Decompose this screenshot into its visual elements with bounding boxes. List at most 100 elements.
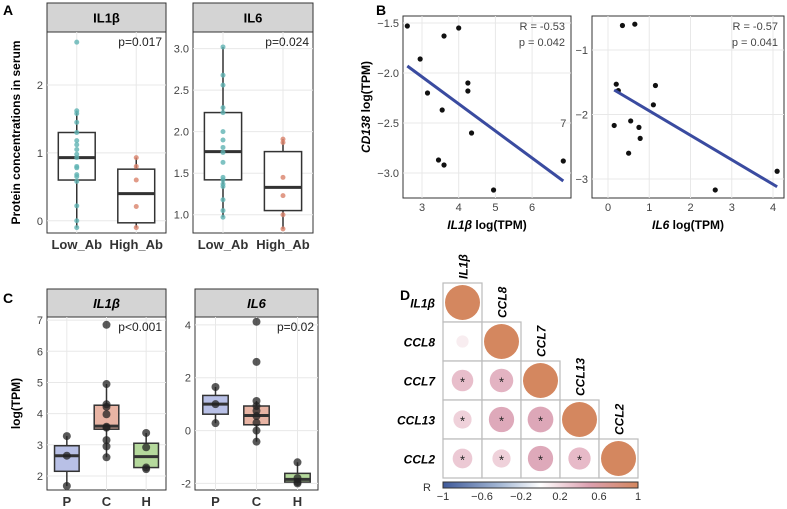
data-point: [774, 168, 780, 174]
x-axis-unit: log(TPM): [673, 218, 724, 232]
facet-strip: [192, 2, 314, 33]
data-point: [74, 203, 80, 209]
x-tick-label: 4: [770, 202, 776, 214]
data-point: [220, 214, 226, 220]
data-point: [133, 225, 139, 231]
x-tick-label: 0: [605, 202, 611, 214]
x-tick-label: C: [252, 494, 262, 509]
y-axis-label: log(TPM): [9, 378, 23, 429]
data-point: [632, 21, 638, 27]
correlation-circle: [488, 406, 515, 433]
significance-mark: *: [499, 375, 504, 390]
data-point: [102, 320, 111, 329]
data-point: [74, 178, 80, 184]
data-point: [252, 437, 261, 446]
data-point: [626, 150, 632, 156]
data-point: [441, 33, 447, 39]
colorbar-tick-label: 0.6: [591, 491, 606, 503]
significance-mark: *: [460, 414, 465, 429]
box: [117, 168, 156, 224]
colorbar-tick-label: −0.2: [510, 491, 532, 503]
data-point: [74, 165, 80, 171]
data-point: [211, 400, 220, 409]
data-point: [490, 187, 497, 193]
correlation-circle: [484, 324, 519, 359]
data-point: [613, 81, 619, 87]
y-tick-label: 1.0: [174, 210, 189, 222]
data-point: [220, 149, 226, 155]
y-tick-label: -2: [181, 478, 191, 490]
correlation-circle: [523, 363, 558, 398]
data-point: [560, 158, 566, 164]
x-tick-label: 4: [456, 202, 462, 214]
data-point: [211, 419, 220, 428]
y-tick-label: 4: [185, 320, 191, 332]
x-axis-gene: IL1β: [447, 218, 475, 232]
data-point: [280, 139, 286, 145]
row-label: CCL8: [404, 336, 436, 350]
data-point: [102, 453, 111, 462]
data-point: [252, 426, 261, 435]
x-tick-label: H: [293, 494, 302, 509]
regression-line: [613, 88, 778, 189]
p-value-annotation: p=0.024: [265, 35, 309, 49]
data-point: [102, 410, 111, 419]
data-point: [652, 82, 659, 89]
y-tick-label: −2.5: [377, 118, 399, 130]
panel-label: C: [3, 290, 13, 306]
data-point: [74, 110, 80, 116]
box: [263, 150, 303, 212]
column-label: CCL7: [535, 324, 549, 357]
y-tick-label: 0: [185, 426, 191, 438]
y-tick-label: 3: [37, 440, 43, 452]
row-label: CCL7: [404, 375, 437, 389]
x-tick-label: 1: [646, 202, 652, 214]
data-point: [74, 142, 80, 148]
x-tick-label: Low_Ab: [51, 237, 102, 252]
data-point: [220, 197, 226, 203]
data-point: [102, 423, 111, 432]
data-point: [439, 107, 445, 113]
x-tick-label: Low_Ab: [198, 237, 249, 252]
y-tick-label: −3: [575, 174, 588, 186]
data-point: [62, 481, 71, 490]
significance-mark: *: [460, 453, 465, 468]
colorbar-tick-label: 0.2: [552, 491, 567, 503]
y-axis-gene: CD138: [359, 112, 373, 153]
significance-mark: *: [499, 453, 504, 468]
data-point: [220, 159, 226, 165]
data-point: [133, 163, 139, 169]
colorbar: [442, 481, 639, 489]
data-point: [637, 135, 643, 141]
y-tick-label: 2.5: [174, 85, 189, 97]
y-tick-label: 1.5: [174, 168, 189, 180]
y-tick-label: −3.0: [377, 168, 399, 180]
data-point: [102, 442, 111, 451]
facet-strip: [46, 288, 167, 318]
data-point: [220, 72, 226, 78]
data-point: [252, 357, 261, 366]
data-point: [62, 432, 71, 441]
y-tick-label: 2.0: [174, 127, 189, 139]
correlation-circle: [568, 447, 591, 470]
data-point: [293, 479, 302, 488]
data-point: [220, 82, 226, 88]
facet-strip: [46, 2, 167, 33]
data-point: [220, 208, 226, 214]
colorbar-tick-label: 1: [635, 491, 641, 503]
p-value-annotation: p<0.001: [118, 320, 162, 334]
data-point: [465, 88, 471, 94]
facet-title: IL1β: [93, 296, 120, 311]
correlation-circle: [452, 448, 473, 469]
facet-title: IL6: [247, 296, 267, 311]
correlation-circle: [489, 368, 514, 393]
correlation-circle: [445, 285, 480, 320]
data-point: [280, 193, 286, 199]
y-tick-label: 0: [37, 216, 43, 228]
correlation-circle: [451, 369, 474, 392]
y-tick-label: −1.5: [377, 18, 399, 30]
data-point: [280, 212, 286, 218]
data-point: [465, 80, 471, 86]
